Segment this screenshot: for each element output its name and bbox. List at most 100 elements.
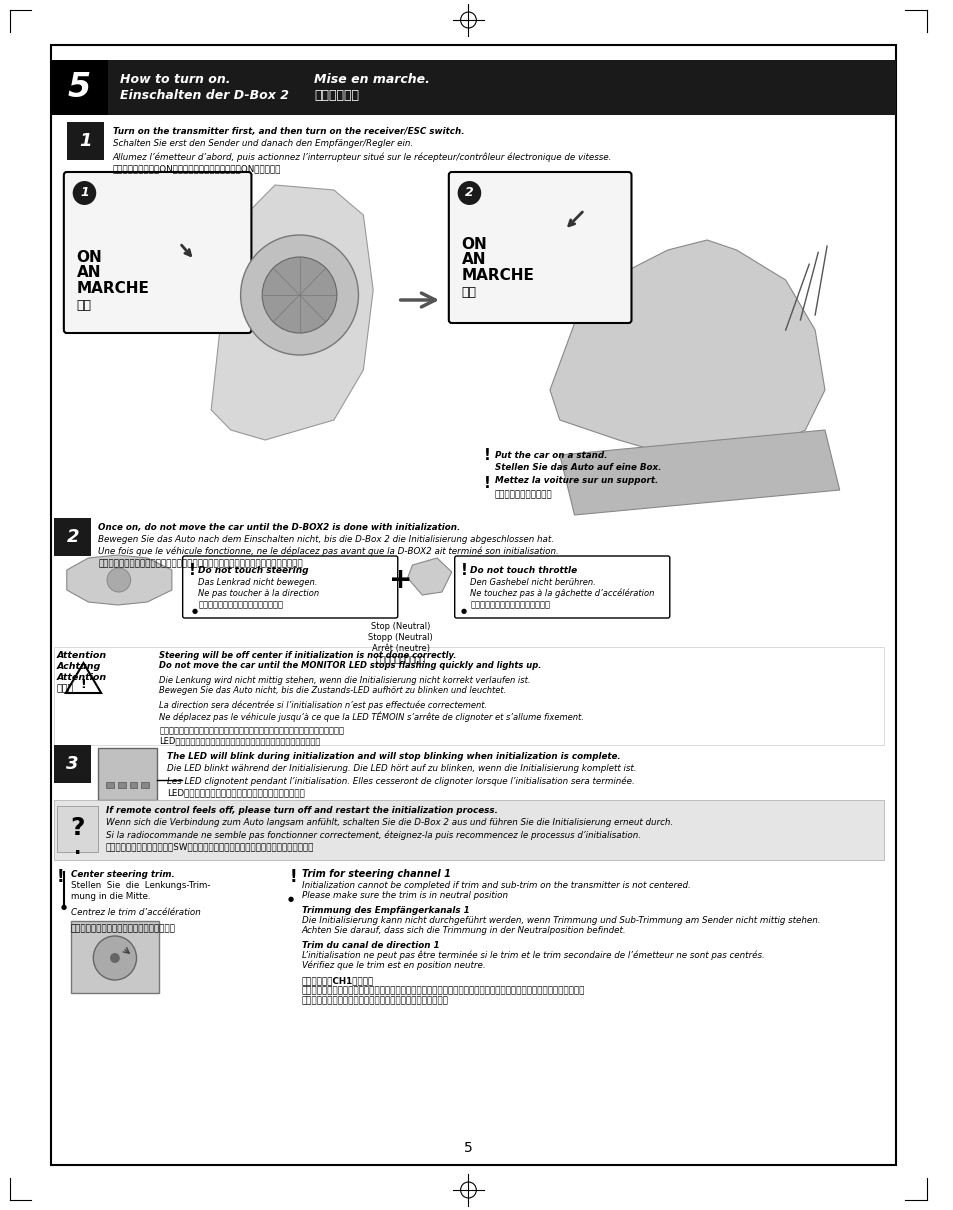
Text: Die LED blinkt während der Initialisierung. Die LED hört auf zu blinken, wenn di: Die LED blinkt während der Initialisieru…: [167, 764, 636, 773]
Circle shape: [110, 953, 120, 963]
Text: La direction sera décentrée si l’initialisation n’est pas effectuée correctement: La direction sera décentrée si l’initial…: [159, 701, 487, 710]
Text: !: !: [484, 476, 491, 491]
Polygon shape: [66, 663, 101, 693]
Text: ON: ON: [76, 250, 102, 265]
Text: Stellen Sie das Auto auf eine Box.: Stellen Sie das Auto auf eine Box.: [495, 463, 660, 472]
Text: Do not touch throttle: Do not touch throttle: [470, 566, 578, 575]
Text: オン: オン: [76, 299, 91, 312]
Circle shape: [457, 182, 480, 204]
Polygon shape: [54, 518, 91, 557]
Text: Center steering trim.: Center steering trim.: [71, 870, 174, 878]
Text: Achtung: Achtung: [57, 662, 101, 672]
Text: ステアリングに触れないでください。: ステアリングに触れないでください。: [198, 600, 283, 609]
Text: 注　意: 注 意: [57, 684, 74, 693]
Text: ステアリングトリムを中心にしてください。: ステアリングトリムを中心にしてください。: [71, 924, 175, 933]
Circle shape: [240, 235, 358, 355]
Text: Ne touchez pas à la gâchette d’accélération: Ne touchez pas à la gâchette d’accélérat…: [470, 589, 654, 599]
Text: The LED will blink during initialization and will stop blinking when initializat: The LED will blink during initialization…: [167, 751, 620, 761]
Text: Vérifiez que le trim est en position neutre.: Vérifiez que le trim est en position neu…: [301, 961, 485, 970]
Text: Wenn sich die Verbindung zum Auto langsam anfühlt, schalten Sie die D-Box 2 aus : Wenn sich die Verbindung zum Auto langsa…: [106, 818, 673, 826]
Bar: [51, 60, 108, 115]
Polygon shape: [54, 745, 91, 783]
FancyBboxPatch shape: [455, 557, 669, 618]
Text: Trim du canal de direction 1: Trim du canal de direction 1: [301, 941, 438, 950]
Bar: [54, 800, 883, 860]
Text: Trim for steering channel 1: Trim for steering channel 1: [301, 869, 450, 878]
Text: Mettez la voiture sur un support.: Mettez la voiture sur un support.: [495, 476, 658, 485]
Bar: [141, 782, 149, 788]
Circle shape: [72, 182, 96, 204]
Text: Den Gashebel nicht berühren.: Den Gashebel nicht berühren.: [470, 578, 596, 587]
Text: Die Lenkung wird nicht mittig stehen, wenn die Initialisierung nicht korrekt ver: Die Lenkung wird nicht mittig stehen, we…: [159, 676, 530, 685]
Text: LEDの遅い点滅が点灯に変わるまでは車体を動かさないでください。: LEDの遅い点滅が点灯に変わるまでは車体を動かさないでください。: [159, 736, 320, 745]
Text: AN: AN: [461, 252, 486, 267]
Text: Turn on the transmitter first, and then turn on the receiver/ESC switch.: Turn on the transmitter first, and then …: [112, 127, 464, 136]
Text: L’initialisation ne peut pas être terminée si le trim et le trim secondaire de l: L’initialisation ne peut pas être termin…: [301, 951, 763, 961]
Text: 送信機のステアリングトリムやサブトリムがセンターから大きくズレている場合、初期化が完了しない場合があります。: 送信機のステアリングトリムやサブトリムがセンターから大きくズレている場合、初期化…: [301, 986, 584, 995]
Text: 5: 5: [463, 1141, 473, 1156]
FancyBboxPatch shape: [182, 557, 397, 618]
Text: Mise en marche.: Mise en marche.: [314, 73, 430, 86]
Text: Do not touch steering: Do not touch steering: [198, 566, 309, 575]
Text: 2: 2: [464, 186, 474, 200]
Bar: [98, 748, 157, 800]
Text: How to turn on.: How to turn on.: [120, 73, 230, 86]
Bar: [106, 782, 113, 788]
Text: Stellen  Sie  die  Lenkungs-Trim-: Stellen Sie die Lenkungs-Trim-: [71, 881, 210, 891]
Text: Please make sure the trim is in neutral position: Please make sure the trim is in neutral …: [301, 891, 507, 900]
Text: MARCHE: MARCHE: [461, 267, 534, 283]
Text: ON: ON: [461, 237, 487, 252]
Text: この場合、トリムは中立位置付近になるようにしてください。: この場合、トリムは中立位置付近になるようにしてください。: [301, 996, 448, 1006]
Polygon shape: [407, 558, 452, 595]
Text: 台の上に車を乗せます。: 台の上に車を乗せます。: [495, 490, 552, 499]
Text: !: !: [290, 868, 297, 886]
Text: ●: ●: [61, 904, 67, 910]
Text: Once on, do not move the car until the D-BOX2 is done with initialization.: Once on, do not move the car until the D…: [98, 523, 460, 532]
Text: Stop (Neutral): Stop (Neutral): [371, 622, 430, 630]
Text: !: !: [189, 563, 195, 578]
Text: AN: AN: [76, 265, 101, 280]
Text: Initialization cannot be completed if trim and sub-trim on the transmitter is no: Initialization cannot be completed if tr…: [301, 881, 690, 891]
Text: Attention: Attention: [57, 651, 107, 659]
Text: ●: ●: [460, 607, 466, 613]
Text: 2: 2: [67, 528, 79, 546]
Polygon shape: [559, 430, 839, 515]
Text: MARCHE: MARCHE: [76, 281, 150, 296]
Text: Stopp (Neutral): Stopp (Neutral): [368, 633, 433, 643]
Text: 1: 1: [80, 186, 89, 200]
Text: Achten Sie darauf, dass sich die Trimmung in der Neutralposition befindet.: Achten Sie darauf, dass sich die Trimmun…: [301, 926, 625, 935]
Bar: [57, 806, 98, 852]
Text: おかしいと感じた場合は電源SWを再度入れなおして再度初期化を実施してください。: おかしいと感じた場合は電源SWを再度入れなおして再度初期化を実施してください。: [106, 842, 314, 851]
Text: mung in die Mitte.: mung in die Mitte.: [71, 892, 150, 901]
Text: Das Lenkrad nicht bewegen.: Das Lenkrad nicht bewegen.: [198, 578, 317, 587]
Text: 1: 1: [79, 132, 91, 150]
Text: Schalten Sie erst den Sender und danach den Empfänger/Regler ein.: Schalten Sie erst den Sender und danach …: [112, 139, 413, 149]
Text: Si la radiocommande ne semble pas fonctionner correctement, éteignez-la puis rec: Si la radiocommande ne semble pas foncti…: [106, 830, 640, 840]
Text: If remote control feels off, please turn off and restart the initialization proc: If remote control feels off, please turn…: [106, 806, 497, 816]
Text: Steering will be off center if initialization is not done correctly.: Steering will be off center if initializ…: [159, 651, 456, 659]
Text: 電源の入れ方: 電源の入れ方: [314, 90, 359, 102]
Text: その後ジャイロが初期化を行いますので車はすぐ止めた状態で動かさないでください。: その後ジャイロが初期化を行いますので車はすぐ止めた状態で動かさないでください。: [98, 559, 303, 567]
Text: 3: 3: [67, 755, 79, 773]
Text: ●: ●: [192, 607, 197, 613]
Text: 5: 5: [68, 71, 91, 104]
Text: Do not move the car until the MONITOR LED stops flashing quickly and lights up.: Do not move the car until the MONITOR LE…: [159, 661, 541, 670]
Text: !: !: [460, 563, 467, 578]
Text: Die Initialisierung kann nicht durchgeführt werden, wenn Trimmung und Sub-Trimmu: Die Initialisierung kann nicht durchgefü…: [301, 916, 820, 924]
Text: !: !: [57, 868, 65, 886]
Text: Attention: Attention: [57, 673, 107, 682]
Polygon shape: [67, 122, 104, 160]
Text: Ne déplacez pas le véhicule jusqu’à ce que la LED TÉMOIN s’arrête de clignoter e: Ne déplacez pas le véhicule jusqu’à ce q…: [159, 711, 583, 721]
Text: ●: ●: [288, 895, 294, 901]
Text: Les LED clignotent pendant l’initialisation. Elles cesseront de clignoter lorsqu: Les LED clignotent pendant l’initialisat…: [167, 776, 634, 785]
Text: ?: ?: [71, 816, 85, 840]
Circle shape: [107, 567, 131, 592]
Text: 初期化が正常に完了しないとステアリングサーボのニュートラル位置がずれます。: 初期化が正常に完了しないとステアリングサーボのニュートラル位置がずれます。: [159, 726, 344, 734]
Text: Bewegen Sie das Auto nicht, bis die Zustands-LED aufhört zu blinken und leuchtet: Bewegen Sie das Auto nicht, bis die Zust…: [159, 686, 506, 695]
Text: +: +: [389, 566, 412, 594]
Circle shape: [262, 257, 336, 333]
FancyBboxPatch shape: [448, 172, 631, 323]
Polygon shape: [211, 185, 373, 440]
Circle shape: [93, 937, 136, 980]
Text: スロットルに触れないでください。: スロットルに触れないでください。: [470, 600, 550, 609]
